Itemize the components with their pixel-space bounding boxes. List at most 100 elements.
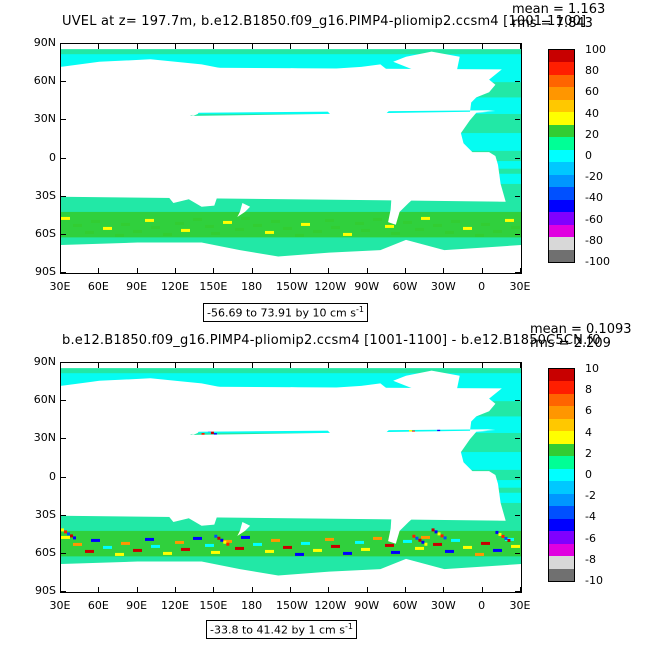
acc-streak: [85, 230, 94, 234]
acc-streak: [475, 552, 484, 556]
acc-streak: [193, 536, 202, 540]
colorbar-swatch: [549, 568, 574, 582]
lon-tick-mark: [520, 363, 521, 368]
lon-tick-mark: [136, 363, 138, 368]
lon-tick-mark: [481, 363, 483, 368]
colorbar-swatch: [549, 456, 574, 470]
lon-tick-label: 90E: [126, 280, 148, 293]
lon-tick-mark: [213, 44, 215, 49]
africa-west-land: [61, 430, 515, 521]
acc-streak: [463, 545, 472, 549]
acc-streak: [151, 225, 160, 229]
colorbar-label: 60: [585, 85, 599, 99]
boundary-current-cell: [504, 536, 508, 540]
acc-streak: [241, 535, 250, 539]
panel-1-title: UVEL at z= 197.7m, b.e12.B1850.f09_g16.P…: [62, 14, 587, 29]
colorbar-label: 80: [585, 64, 599, 78]
lat-tick-mark: [515, 233, 520, 235]
australia-land: [168, 171, 219, 207]
panel-2-range-text: -33.8 to 41.42 by 1 cm s: [210, 623, 345, 637]
lat-tick-mark: [61, 552, 66, 554]
boundary-current-cell: [437, 532, 441, 536]
lat-tick-mark: [61, 157, 66, 159]
lon-tick-label: 150E: [199, 280, 228, 293]
boundary-current-cell: [67, 532, 70, 536]
colorbar-swatch: [549, 468, 574, 482]
colorbar-swatch: [549, 124, 574, 138]
colorbar-swatch: [549, 87, 574, 101]
lat-tick-label: 60N: [33, 393, 56, 407]
lon-tick-mark: [175, 587, 176, 592]
acc-streak: [511, 225, 520, 229]
colorbar-label: 2: [585, 446, 592, 460]
boundary-current-cell: [226, 542, 230, 546]
south-america-land: [380, 463, 438, 544]
lat-tick-mark: [515, 81, 520, 83]
lat-tick-label: 60S: [35, 226, 56, 240]
panel-2-title: b.e12.B1850.f09_g16.PIMP4-pliomip2.ccsm4…: [62, 333, 601, 348]
lat-tick-mark: [61, 591, 66, 592]
colorbar-swatch: [549, 224, 574, 238]
panel-1-range-text: -56.69 to 73.91 by 10 cm s: [207, 306, 356, 320]
acc-streak: [421, 535, 430, 539]
boundary-current-cell: [501, 534, 505, 538]
acc-streak: [241, 216, 250, 220]
lat-tick-label: 90S: [35, 584, 56, 597]
lat-tick-label: 30S: [35, 188, 56, 202]
acc-streak: [511, 544, 520, 548]
colorbar-swatch: [549, 393, 574, 407]
lon-tick-label: 60W: [392, 280, 418, 293]
colorbar-label: 20: [585, 127, 599, 141]
lon-tick-label: 30E: [509, 599, 531, 612]
acc-streak: [121, 541, 130, 545]
lon-tick-mark: [328, 363, 330, 368]
lat-tick-mark: [61, 81, 66, 83]
lat-tick-mark: [515, 157, 520, 159]
acc-streak: [175, 540, 184, 544]
lon-tick-mark: [481, 268, 483, 273]
lon-tick-mark: [366, 363, 368, 368]
colorbar-frame: [548, 49, 575, 263]
colorbar-swatch: [549, 406, 574, 420]
acc-streak: [355, 540, 364, 544]
north-america-land: [268, 64, 406, 149]
acc-streak: [211, 231, 220, 235]
madagascar-land: [77, 494, 87, 510]
acc-streak: [493, 548, 502, 552]
colorbar-label: 8: [585, 383, 592, 397]
panel-2-rms: rms = 2.209: [530, 336, 611, 351]
lat-tick-mark: [515, 272, 520, 273]
colorbar-swatch: [549, 199, 574, 213]
lon-tick-label: 150E: [199, 599, 228, 612]
lon-tick-label: 0: [478, 280, 486, 293]
lon-tick-mark: [136, 44, 138, 49]
boundary-current-cell: [440, 534, 444, 538]
acc-streak: [163, 232, 172, 236]
lon-tick-mark: [366, 44, 368, 49]
lon-tick-mark: [443, 587, 445, 592]
lat-tick-label: 60S: [35, 545, 56, 559]
lon-tick-mark: [481, 44, 483, 49]
acc-streak: [403, 539, 412, 543]
acc-streak: [121, 222, 130, 226]
lat-tick-mark: [515, 43, 520, 44]
colorbar-label: -100: [585, 255, 610, 268]
lat-tick-mark: [61, 272, 66, 273]
acc-streak: [415, 546, 424, 550]
acc-streak: [433, 542, 442, 546]
acc-streak: [361, 228, 370, 232]
colorbar-swatch: [549, 50, 574, 63]
lon-tick-mark: [213, 363, 215, 368]
acc-streak: [133, 229, 142, 233]
acc-streak: [373, 217, 382, 221]
lon-tick-mark: [175, 268, 176, 273]
boundary-current-cell: [214, 534, 218, 538]
panel-2-range-unit: -1: [344, 622, 353, 631]
lon-tick-mark: [443, 44, 445, 49]
boundary-current-cell: [70, 534, 73, 538]
acc-streak: [385, 224, 394, 228]
lon-tick-mark: [98, 44, 100, 49]
acc-streak: [271, 538, 280, 542]
lon-tick-mark: [366, 587, 368, 592]
acc-streak: [193, 217, 202, 221]
